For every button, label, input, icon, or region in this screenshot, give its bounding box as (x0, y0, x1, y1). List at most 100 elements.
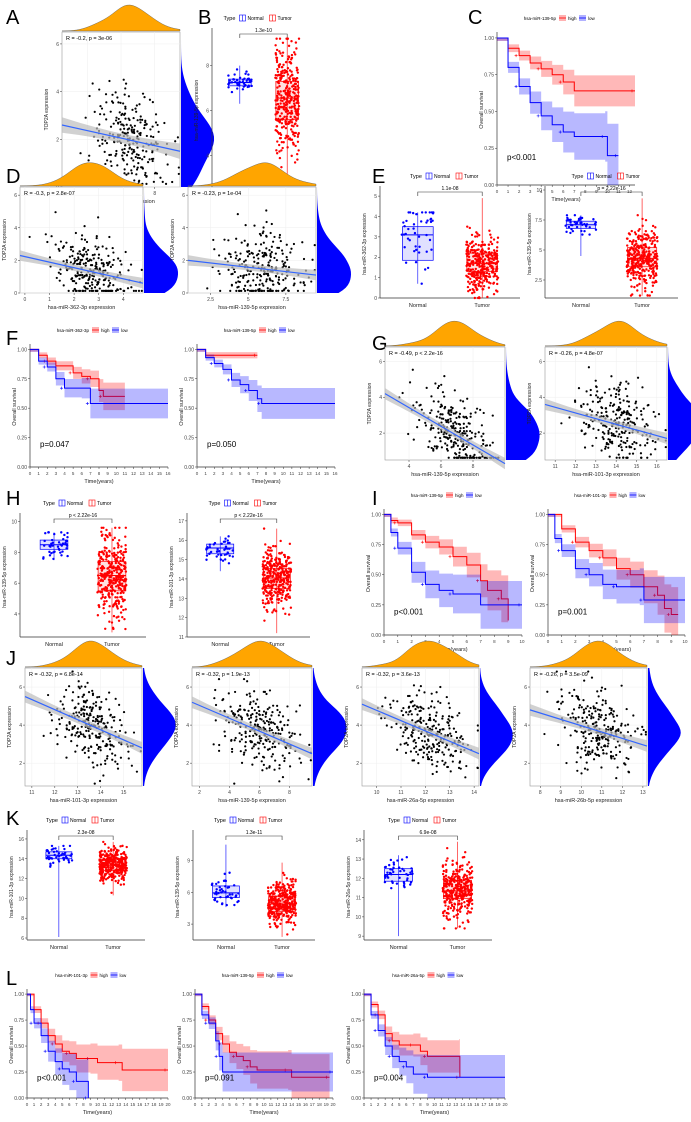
data-point (569, 734, 572, 737)
data-point (463, 447, 467, 451)
data-point (617, 405, 621, 409)
data-point-normal (52, 551, 55, 554)
data-point-tumor (278, 63, 282, 66)
data-point-tumor (101, 565, 105, 569)
data-point (595, 746, 599, 749)
data-point (618, 388, 621, 391)
data-point (278, 767, 281, 770)
data-point (65, 259, 68, 262)
data-point (600, 449, 603, 452)
data-point-tumor (296, 71, 300, 74)
data-point-tumor (296, 109, 299, 113)
data-point-tumor (629, 272, 633, 275)
data-point (595, 436, 598, 440)
data-point-tumor (633, 252, 636, 255)
data-point (281, 289, 284, 292)
data-point-tumor (108, 565, 111, 569)
data-point (77, 695, 80, 699)
data-point (108, 153, 111, 157)
data-point (587, 670, 590, 673)
x-tick-label: 6 (258, 790, 261, 796)
data-point (404, 751, 408, 754)
data-point (96, 282, 100, 285)
censor-mark (60, 386, 63, 390)
data-point-tumor (285, 85, 289, 88)
data-point (57, 271, 60, 274)
data-point (436, 750, 440, 754)
data-point (615, 430, 618, 433)
data-point (88, 277, 91, 280)
data-point-tumor (496, 236, 500, 239)
data-point (228, 252, 231, 255)
data-point (293, 282, 296, 285)
data-point (96, 714, 99, 718)
data-point (279, 732, 282, 735)
data-point (615, 417, 619, 420)
data-point-tumor (108, 605, 111, 608)
data-point (177, 166, 180, 169)
data-point (431, 763, 434, 766)
data-point (55, 728, 58, 731)
data-point (134, 289, 138, 292)
data-point (421, 739, 424, 742)
data-point (223, 730, 226, 733)
data-point (469, 454, 472, 457)
data-point-tumor (292, 99, 296, 103)
data-point (614, 746, 618, 749)
x-axis-label: hsa-miR-101-3p expression (50, 798, 118, 804)
data-point (273, 256, 276, 260)
data-point-tumor (114, 596, 117, 599)
data-point (212, 238, 215, 242)
data-point-tumor (641, 251, 644, 254)
data-point (120, 123, 123, 126)
data-point (252, 279, 255, 282)
data-point (613, 387, 616, 390)
x-tick-label: 11 (290, 471, 295, 476)
data-point (585, 390, 588, 393)
data-point (654, 415, 657, 418)
data-point (608, 404, 612, 407)
data-point (474, 411, 477, 414)
data-point (134, 107, 137, 110)
data-point (595, 701, 598, 705)
data-point (74, 282, 78, 285)
data-point (440, 383, 443, 386)
data-point (80, 713, 83, 716)
data-point-tumor (652, 266, 655, 269)
data-point (146, 161, 150, 164)
data-point (102, 289, 105, 292)
data-point-tumor (481, 240, 484, 244)
data-point-normal (208, 543, 212, 546)
data-point (54, 211, 57, 214)
data-point (246, 714, 249, 717)
data-point (624, 724, 627, 727)
data-point (446, 449, 449, 452)
data-point (451, 760, 454, 763)
data-point-tumor (277, 585, 280, 588)
data-point (254, 719, 257, 723)
data-point-tumor (281, 65, 284, 69)
data-point (68, 720, 71, 724)
x-tick-label: 12 (52, 790, 58, 796)
y-tick-label: 10 (11, 520, 17, 526)
x-tick-label: 4 (230, 471, 233, 476)
data-point-tumor (274, 583, 278, 586)
data-point (435, 691, 438, 694)
x-tick-label: 5 (452, 639, 455, 644)
data-point (282, 264, 286, 267)
data-point (98, 715, 102, 718)
data-point (69, 248, 73, 251)
data-point-tumor (275, 580, 279, 584)
data-point-tumor (106, 567, 109, 570)
data-point (234, 281, 238, 284)
data-point-tumor (483, 243, 487, 247)
data-point-tumor (278, 583, 281, 587)
data-point (430, 409, 433, 412)
data-point-tumor (267, 580, 271, 584)
data-point (71, 699, 74, 702)
data-point (114, 154, 117, 157)
data-point-tumor (492, 281, 496, 284)
data-point (619, 731, 622, 734)
data-point (573, 688, 576, 691)
